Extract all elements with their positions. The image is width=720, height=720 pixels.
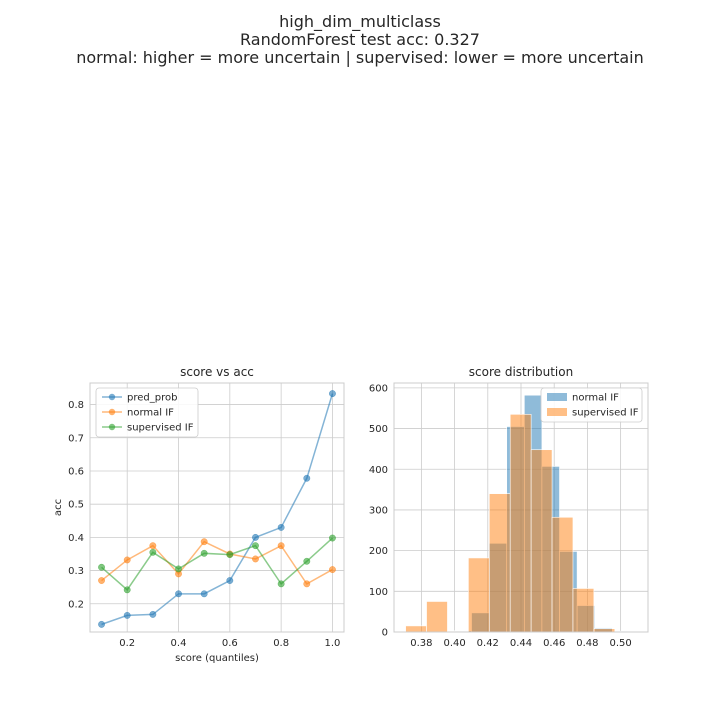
histogram-bar-supervised-if	[530, 449, 553, 633]
legend-marker-1	[108, 408, 116, 416]
left-y-tick-label: 0.6	[68, 466, 84, 477]
right-x-tick-label: 0.38	[410, 638, 432, 649]
legend-label-1: supervised IF	[572, 408, 639, 419]
left-frame	[89, 382, 345, 633]
right-x-tick-label: 0.44	[510, 638, 532, 649]
histogram-bar-supervised-if	[468, 557, 490, 633]
left-y-tick-label: 0.5	[68, 500, 84, 511]
data-point-pred-prob	[98, 620, 105, 628]
left-y-tick-label: 0.2	[68, 599, 84, 610]
left-y-tick-label: 0.7	[68, 433, 84, 444]
right-y-tick-label: 200	[369, 546, 388, 557]
series-line-pred-prob	[101, 393, 334, 626]
legend-marker-0	[108, 393, 116, 401]
left-y-tick-label: 0.8	[68, 400, 84, 411]
data-point-supervised-if	[329, 534, 336, 542]
right-y-tick-label: 0	[382, 628, 388, 639]
data-point-pred-prob	[149, 610, 157, 618]
histogram-bar-supervised-if	[426, 601, 448, 633]
right-y-tick-label: 100	[369, 587, 388, 598]
legend-swatch-1	[547, 408, 567, 416]
data-point-normal-if	[123, 556, 131, 564]
right-x-tick-label: 0.46	[543, 638, 565, 649]
data-point-normal-if	[98, 577, 105, 584]
legend-marker-2	[108, 423, 116, 431]
histogram-bar-supervised-if	[509, 414, 532, 633]
histogram-bar-supervised-if	[572, 588, 595, 633]
data-point-pred-prob	[277, 523, 285, 531]
data-point-normal-if	[277, 542, 285, 550]
data-point-pred-prob	[123, 611, 131, 619]
legend-label-1: normal IF	[127, 408, 174, 419]
right-y-tick-label: 400	[369, 465, 388, 476]
data-point-normal-if	[200, 538, 208, 546]
data-point-normal-if	[252, 555, 259, 563]
right-x-tick-label: 0.50	[609, 638, 631, 649]
data-point-supervised-if	[175, 565, 182, 573]
data-point-supervised-if	[303, 557, 311, 565]
data-point-normal-if	[149, 542, 157, 550]
legend-label-0: normal IF	[572, 393, 619, 404]
left-x-tick-label: 0.2	[119, 638, 135, 649]
histogram-bar-supervised-if	[551, 516, 574, 633]
left-legend-box	[95, 387, 199, 438]
right-x-tick-label: 0.48	[576, 638, 598, 649]
right-frame	[393, 382, 649, 633]
score-vs-acc-panel: 0.2 0.4 0.6 0.8 1.0 0.2 0.3 0.4 0.5 0.6 0.7 0.8 scor…	[53, 365, 345, 664]
data-point-pred-prob	[175, 590, 182, 598]
data-point-pred-prob	[252, 533, 259, 541]
data-point-pred-prob	[329, 390, 336, 398]
right-y-tick-label: 500	[369, 424, 388, 435]
left-x-tick-label: 0.6	[222, 638, 238, 649]
figure-title-line-2: RandomForest test acc: 0.327	[240, 30, 480, 49]
left-x-axis-label: score (quantiles)	[175, 653, 259, 664]
right-y-tick-label: 300	[369, 505, 388, 516]
data-point-pred-prob	[200, 590, 208, 598]
left-x-tick-label: 1.0	[325, 638, 341, 649]
right-y-tick-label: 600	[369, 383, 388, 394]
histogram-bar-supervised-if	[405, 625, 427, 633]
data-point-normal-if	[329, 566, 336, 574]
legend-swatch-0	[547, 393, 567, 401]
left-x-tick-label: 0.8	[273, 638, 289, 649]
data-point-supervised-if	[277, 580, 285, 588]
data-point-pred-prob	[303, 474, 311, 482]
data-point-supervised-if	[200, 549, 208, 557]
legend-label-0: pred_prob	[127, 393, 177, 404]
left-y-tick-label: 0.4	[68, 533, 84, 544]
data-point-pred-prob	[226, 577, 234, 584]
data-point-supervised-if	[123, 586, 131, 594]
score-distribution-panel: 0.38 0.40 0.42 0.44 0.46 0.48 0.50 0 100 200 300 40…	[369, 365, 649, 649]
right-title: score distribution	[469, 365, 573, 379]
left-y-tick-label: 0.3	[68, 566, 84, 577]
right-x-tick-label: 0.40	[443, 638, 465, 649]
figure-title-line-3: normal: higher = more uncertain | superv…	[76, 48, 644, 67]
series-line-supervised-if	[101, 537, 333, 591]
left-title: score vs acc	[180, 365, 254, 379]
data-point-supervised-if	[226, 551, 234, 559]
histogram-bar-supervised-if	[488, 493, 511, 633]
data-point-normal-if	[303, 580, 311, 588]
data-point-supervised-if	[98, 563, 105, 571]
left-y-axis-label: acc	[53, 499, 64, 516]
series-line-normal-if	[101, 540, 333, 585]
right-x-tick-label: 0.42	[477, 638, 499, 649]
left-x-tick-label: 0.4	[171, 638, 187, 649]
figure-title-line-1: high_dim_multiclass	[279, 12, 441, 31]
data-point-supervised-if	[252, 542, 259, 550]
legend-label-2: supervised IF	[127, 423, 194, 434]
data-point-supervised-if	[149, 548, 157, 556]
